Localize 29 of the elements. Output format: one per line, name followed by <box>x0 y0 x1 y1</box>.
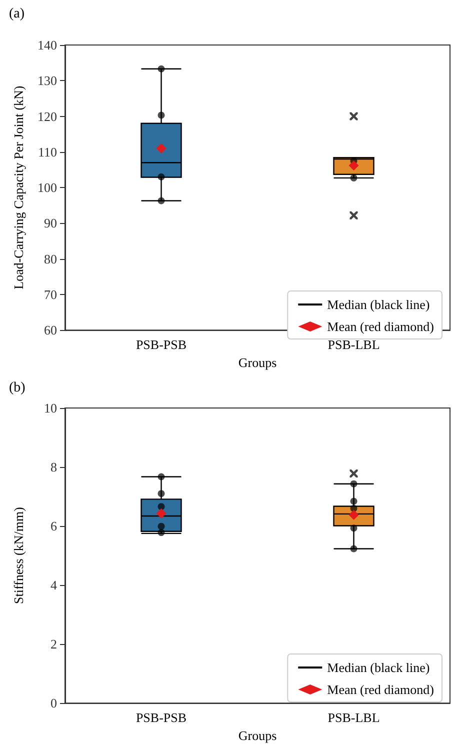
y-tick-label: 140 <box>38 38 57 52</box>
x-tick-label: PSB-PSB <box>136 337 187 352</box>
x-axis-title: Groups <box>238 728 277 743</box>
x-axis-title: Groups <box>238 355 277 370</box>
y-axis-title: Stiffness (kN/mm) <box>11 507 26 604</box>
chart-title: (b) <box>9 380 26 396</box>
y-tick-label: 10 <box>44 400 57 416</box>
x-tick-label: PSB-LBL <box>328 710 380 726</box>
chart-title: (a) <box>9 6 25 22</box>
legend-label: Median (black line) <box>327 297 430 312</box>
y-tick-label: 100 <box>38 180 57 196</box>
legend-label: Median (black line) <box>327 660 430 675</box>
x-tick-label: PSB-PSB <box>136 710 187 726</box>
legend-label: Mean (red diamond) <box>327 682 434 697</box>
y-tick-label: 2 <box>50 636 57 652</box>
y-tick-label: 90 <box>44 216 57 231</box>
y-tick-label: 4 <box>50 578 58 593</box>
y-tick-label: 80 <box>44 251 57 266</box>
y-tick-label: 70 <box>44 286 57 302</box>
y-tick-label: 0 <box>50 696 57 711</box>
y-tick-label: 110 <box>38 144 57 160</box>
y-axis-title: Load-Carrying Capacity Per Joint (kN) <box>11 86 26 290</box>
x-tick-label: PSB-LBL <box>328 337 380 352</box>
y-tick-label: 60 <box>44 322 57 338</box>
y-tick-label: 8 <box>50 460 57 475</box>
y-tick-label: 6 <box>50 518 58 534</box>
y-tick-label: 120 <box>38 108 57 124</box>
legend-label: Mean (red diamond) <box>327 319 434 334</box>
y-tick-label: 130 <box>38 73 57 88</box>
